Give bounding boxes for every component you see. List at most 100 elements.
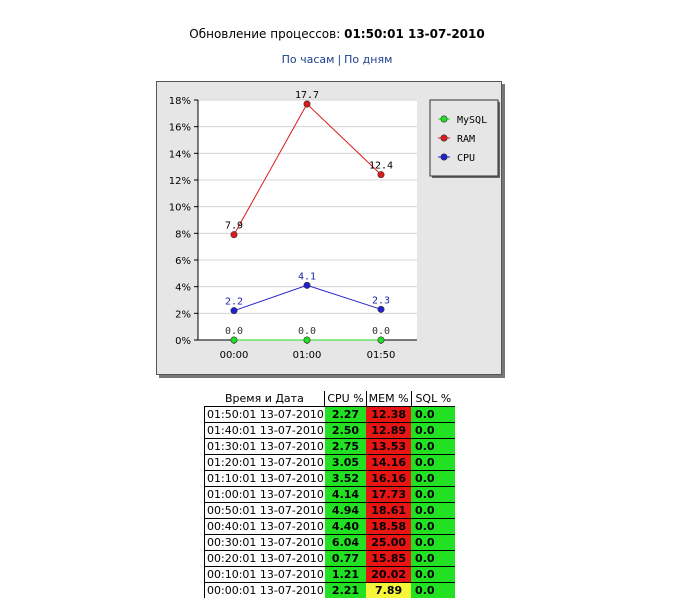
data-label: 2.2 bbox=[225, 297, 243, 308]
datetime-cell: 00:00:01 13-07-2010 bbox=[203, 582, 325, 598]
mem-cell: 20.02 bbox=[366, 566, 412, 583]
data-label: 0.0 bbox=[298, 326, 316, 337]
y-tick-label: 4% bbox=[175, 283, 191, 294]
y-tick-label: 2% bbox=[175, 309, 191, 320]
y-tick-label: 18% bbox=[169, 96, 191, 107]
update-label: Обновление процессов: bbox=[189, 27, 341, 41]
data-point bbox=[303, 281, 311, 289]
mem-cell: 15.85 bbox=[366, 550, 412, 567]
col-datetime: Время и Дата bbox=[224, 392, 304, 405]
table-row: 00:00:01 13-07-2010 2.21 7.89 0.0 bbox=[203, 582, 456, 598]
stats-table: Время и Дата CPU % MEM % SQL % 01:50:01 … bbox=[203, 391, 456, 598]
mem-cell: 12.89 bbox=[366, 422, 412, 439]
x-tick-label: 01:50 bbox=[367, 350, 396, 361]
data-point bbox=[230, 231, 238, 239]
data-point bbox=[377, 171, 385, 179]
datetime-cell: 01:30:01 13-07-2010 bbox=[203, 438, 325, 455]
table-header-row: Время и Дата CPU % MEM % SQL % bbox=[205, 391, 456, 407]
legend-marker bbox=[440, 153, 448, 161]
data-point bbox=[230, 336, 238, 344]
by-days-link[interactable]: По дням bbox=[344, 53, 393, 66]
datetime-cell: 01:50:01 13-07-2010 bbox=[203, 406, 325, 423]
sql-cell: 0.0 bbox=[411, 550, 456, 567]
data-label: 7.9 bbox=[225, 221, 243, 232]
table-row: 01:20:01 13-07-2010 3.05 14.16 0.0 bbox=[203, 454, 456, 471]
legend-marker bbox=[440, 134, 448, 142]
datetime-cell: 00:50:01 13-07-2010 bbox=[203, 502, 325, 519]
mem-cell: 18.61 bbox=[366, 502, 412, 519]
datetime-cell: 00:30:01 13-07-2010 bbox=[203, 534, 325, 551]
cpu-cell: 3.05 bbox=[324, 454, 367, 471]
col-cpu: CPU % bbox=[324, 391, 367, 407]
table-row: 01:10:01 13-07-2010 3.52 16.16 0.0 bbox=[203, 470, 456, 487]
data-point bbox=[303, 100, 311, 108]
data-point bbox=[377, 305, 385, 313]
sql-cell: 0.0 bbox=[411, 470, 456, 487]
data-label: 0.0 bbox=[372, 326, 390, 337]
table-row: 01:50:01 13-07-2010 2.27 12.38 0.0 bbox=[203, 406, 456, 423]
y-tick-label: 6% bbox=[175, 256, 191, 267]
x-tick-label: 01:00 bbox=[293, 350, 322, 361]
x-tick-label: 00:00 bbox=[220, 350, 249, 361]
mem-cell: 17.73 bbox=[366, 486, 412, 503]
mem-cell: 7.89 bbox=[366, 582, 412, 598]
table-row: 00:30:01 13-07-2010 6.04 25.00 0.0 bbox=[203, 534, 456, 551]
cpu-cell: 6.04 bbox=[324, 534, 367, 551]
sql-cell: 0.0 bbox=[411, 566, 456, 583]
cpu-cell: 2.50 bbox=[324, 422, 367, 439]
mem-cell: 14.16 bbox=[366, 454, 412, 471]
legend-marker bbox=[440, 115, 448, 123]
table-row: 01:00:01 13-07-2010 4.14 17.73 0.0 bbox=[203, 486, 456, 503]
legend-label: CPU bbox=[457, 153, 475, 164]
legend-label: MySQL bbox=[457, 115, 487, 126]
datetime-cell: 00:10:01 13-07-2010 bbox=[203, 566, 325, 583]
y-tick-label: 0% bbox=[175, 336, 191, 347]
plot-area bbox=[198, 100, 417, 340]
table-row: 00:40:01 13-07-2010 4.40 18.58 0.0 bbox=[203, 518, 456, 535]
data-label: 0.0 bbox=[225, 326, 243, 337]
datetime-cell: 01:00:01 13-07-2010 bbox=[203, 486, 325, 503]
datetime-cell: 00:40:01 13-07-2010 bbox=[203, 518, 325, 535]
table-row: 01:30:01 13-07-2010 2.75 13.53 0.0 bbox=[203, 438, 456, 455]
data-label: 4.1 bbox=[298, 271, 316, 282]
y-tick-label: 16% bbox=[169, 123, 191, 134]
col-mem: MEM % bbox=[365, 391, 412, 407]
by-hours-link[interactable]: По часам bbox=[281, 53, 335, 66]
col-sql: SQL % bbox=[410, 391, 456, 407]
cpu-cell: 4.14 bbox=[324, 486, 367, 503]
sql-cell: 0.0 bbox=[411, 438, 456, 455]
data-label: 12.4 bbox=[369, 161, 393, 172]
cpu-cell: 0.77 bbox=[324, 550, 367, 567]
y-tick-label: 14% bbox=[169, 149, 191, 160]
nav-separator: | bbox=[337, 53, 342, 66]
mem-cell: 13.53 bbox=[366, 438, 412, 455]
cpu-cell: 3.52 bbox=[324, 470, 367, 487]
sql-cell: 0.0 bbox=[411, 582, 456, 598]
y-tick-label: 8% bbox=[175, 229, 191, 240]
cpu-cell: 1.21 bbox=[324, 566, 367, 583]
cpu-cell: 2.75 bbox=[324, 438, 367, 455]
data-point bbox=[377, 336, 385, 344]
data-label: 2.3 bbox=[372, 295, 390, 306]
cpu-cell: 2.21 bbox=[324, 582, 367, 598]
mem-cell: 25.00 bbox=[366, 534, 412, 551]
process-chart: 0% 2% 4% 6% 8% 10% 12% 14% 16% 18% 00:00 01:00 01:50… bbox=[156, 81, 502, 375]
table-row: 00:10:01 13-07-2010 1.21 20.02 0.0 bbox=[203, 566, 456, 583]
datetime-cell: 01:20:01 13-07-2010 bbox=[203, 454, 325, 471]
sql-cell: 0.0 bbox=[411, 406, 456, 423]
sql-cell: 0.0 bbox=[411, 502, 456, 519]
y-tick-label: 10% bbox=[169, 203, 191, 214]
sql-cell: 0.0 bbox=[411, 454, 456, 471]
data-point bbox=[230, 307, 238, 315]
table-row: 00:20:01 13-07-2010 0.77 15.85 0.0 bbox=[203, 550, 456, 567]
table-body: 01:50:01 13-07-2010 2.27 12.38 0.0 01:40:01 … bbox=[203, 406, 456, 598]
sql-cell: 0.0 bbox=[411, 518, 456, 535]
datetime-cell: 00:20:01 13-07-2010 bbox=[203, 550, 325, 567]
mem-cell: 12.38 bbox=[366, 406, 412, 423]
table-row: 01:40:01 13-07-2010 2.50 12.89 0.0 bbox=[203, 422, 456, 439]
update-timestamp: 01:50:01 13-07-2010 bbox=[344, 27, 485, 41]
legend-label: RAM bbox=[457, 134, 475, 145]
sql-cell: 0.0 bbox=[411, 534, 456, 551]
sql-cell: 0.0 bbox=[411, 422, 456, 439]
chart-svg: 0% 2% 4% 6% 8% 10% 12% 14% 16% 18% 00:00 01:00 01:50… bbox=[169, 90, 500, 361]
